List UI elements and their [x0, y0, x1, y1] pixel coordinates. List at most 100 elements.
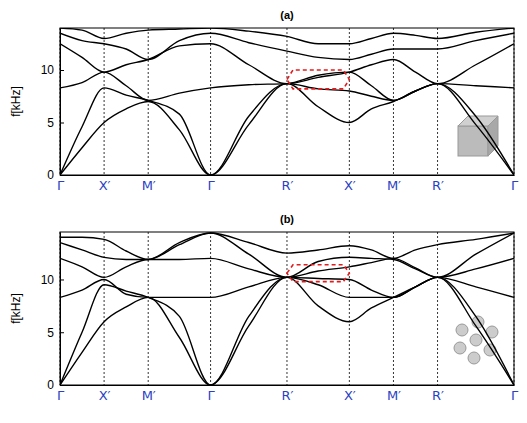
x-tick-label: M′ — [387, 388, 401, 403]
x-tick: R′ — [281, 175, 293, 193]
y-tick-mark — [60, 123, 64, 124]
band-line — [60, 233, 514, 277]
grid-line — [286, 232, 287, 385]
grid-line — [210, 232, 211, 385]
x-tick-label: X′ — [344, 388, 356, 403]
x-tick-label: R′ — [432, 388, 444, 403]
x-tick: Γ — [207, 175, 215, 193]
band-line — [60, 84, 514, 175]
y-tick-label: 5 — [47, 116, 54, 130]
panel-title: (a) — [280, 9, 294, 21]
y-tick-label: 10 — [41, 273, 55, 287]
bands — [60, 28, 514, 175]
band-line — [60, 84, 514, 175]
x-tick: Γ — [57, 175, 65, 193]
y-tick-label: 10 — [41, 63, 55, 77]
x-tick: M′ — [142, 385, 156, 403]
x-tick-label: Γ — [57, 388, 65, 403]
x-tick-label: M′ — [142, 388, 156, 403]
inset-mass — [470, 334, 482, 346]
x-axis-line — [61, 175, 515, 176]
x-tick-label: R′ — [432, 178, 444, 193]
grid-line — [286, 28, 287, 175]
panel: (b) 0 5 10 Γ X′ M′ Γ R′ X′ M′ R′ Γf[kHz] — [9, 213, 519, 403]
x-axis: Γ X′ M′ Γ R′ X′ M′ R′ Γ — [57, 385, 519, 403]
x-tick: X′ — [99, 385, 111, 403]
inset-icon — [458, 116, 498, 156]
x-tick-label: R′ — [281, 388, 293, 403]
grid — [60, 232, 514, 385]
grid-line — [349, 28, 350, 175]
inset-mass — [456, 324, 468, 336]
bands — [60, 233, 514, 385]
y-tick-mark — [60, 332, 64, 333]
inset-cube — [458, 126, 488, 156]
x-tick-label: X′ — [344, 178, 356, 193]
x-tick: X′ — [344, 175, 356, 193]
highlight-region — [287, 70, 349, 89]
y-tick-mark — [60, 279, 64, 280]
panel: (a) 0 5 10 Γ X′ M′ Γ R′ X′ M′ R′ Γf[kHz] — [9, 9, 519, 193]
y-tick: 5 — [47, 116, 64, 130]
plot-frame — [60, 232, 514, 385]
band-line — [60, 277, 514, 297]
y-tick-label: 5 — [47, 326, 54, 340]
grid-line — [437, 232, 438, 385]
grid-line — [210, 28, 211, 175]
inset-mass — [454, 342, 466, 354]
x-tick: Γ — [207, 385, 215, 403]
x-tick-label: M′ — [387, 178, 401, 193]
x-tick-label: Γ — [207, 388, 215, 403]
x-tick-label: Γ — [511, 178, 519, 193]
y-tick: 10 — [41, 273, 64, 287]
x-tick: Γ — [57, 385, 65, 403]
x-tick: R′ — [281, 385, 293, 403]
inset-icon — [454, 316, 498, 364]
x-tick: X′ — [344, 385, 356, 403]
x-tick-label: M′ — [142, 178, 156, 193]
x-tick: M′ — [142, 175, 156, 193]
x-tick: R′ — [432, 175, 444, 193]
y-tick-label: 0 — [47, 378, 54, 392]
inset-mass — [468, 352, 480, 364]
x-axis: Γ X′ M′ Γ R′ X′ M′ R′ Γ — [57, 175, 519, 193]
y-tick: 10 — [41, 63, 64, 77]
y-axis: 0 5 10 — [41, 29, 64, 183]
x-tick: Γ — [511, 385, 519, 403]
x-tick-label: X′ — [99, 388, 111, 403]
y-axis-title: f[kHz] — [9, 293, 23, 324]
band-line — [60, 277, 514, 385]
x-tick-label: X′ — [99, 178, 111, 193]
grid-line — [104, 28, 105, 175]
grid-line — [104, 232, 105, 385]
grid-line — [393, 232, 394, 385]
y-axis-line — [60, 233, 61, 386]
x-tick-label: Γ — [207, 178, 215, 193]
band-line — [60, 28, 514, 44]
highlight-region — [287, 265, 349, 282]
x-axis-line — [61, 385, 515, 386]
grid-line — [349, 232, 350, 385]
grid-line — [437, 28, 438, 175]
y-axis: 0 5 10 — [41, 233, 64, 393]
band-line — [60, 233, 514, 259]
grid-line — [148, 232, 149, 385]
x-tick-label: Γ — [511, 388, 519, 403]
grid — [60, 28, 514, 175]
y-tick: 5 — [47, 326, 64, 340]
x-tick-label: Γ — [57, 178, 65, 193]
x-tick: X′ — [99, 175, 111, 193]
band-line — [60, 72, 514, 100]
x-tick-label: R′ — [281, 178, 293, 193]
x-tick: M′ — [387, 175, 401, 193]
x-tick: R′ — [432, 385, 444, 403]
figure: (a) 0 5 10 Γ X′ M′ Γ R′ X′ M′ R′ Γf[kHz] (b) 0 5 10 Γ X′ M′… — [0, 0, 527, 423]
plot-frame — [60, 28, 514, 175]
x-tick: M′ — [387, 385, 401, 403]
panel-title: (b) — [280, 213, 294, 225]
x-tick: Γ — [511, 175, 519, 193]
y-axis-line — [60, 29, 61, 176]
y-axis-title: f[kHz] — [9, 86, 23, 117]
y-tick-label: 0 — [47, 168, 54, 182]
y-tick-mark — [60, 70, 64, 71]
